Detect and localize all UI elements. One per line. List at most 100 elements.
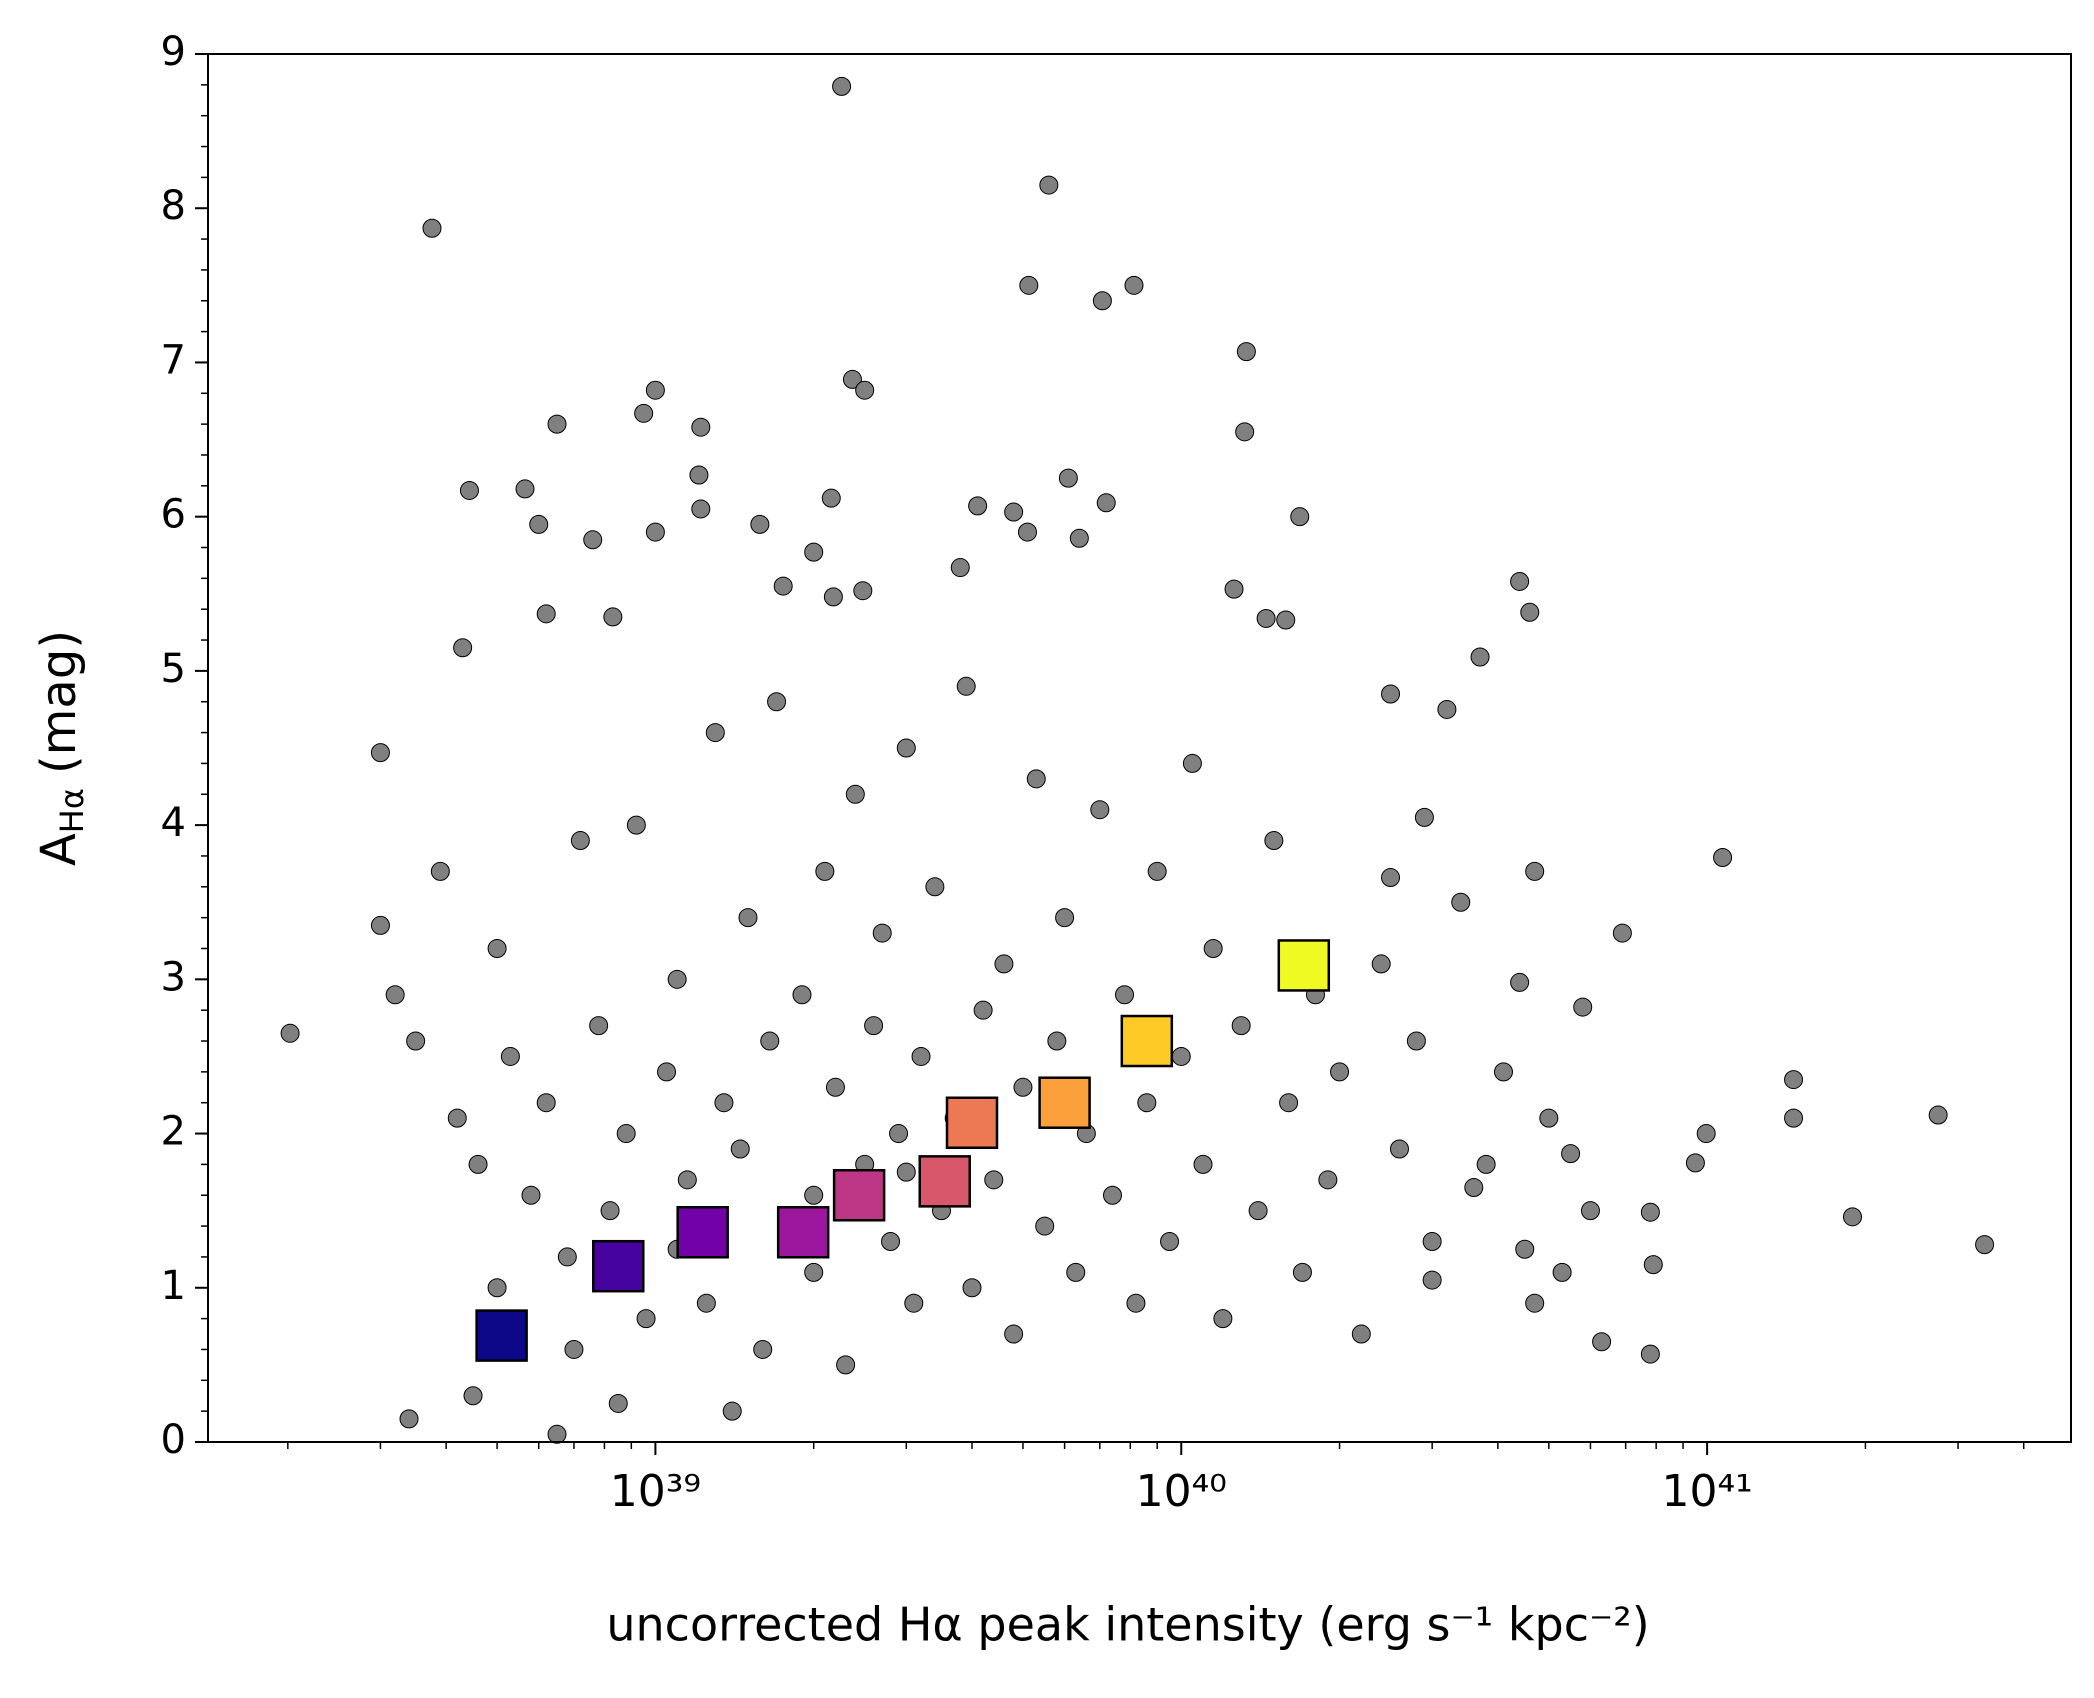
data-point: [1422, 1270, 1442, 1290]
data-point: [1019, 275, 1039, 295]
data-point: [815, 861, 835, 881]
data-point: [1026, 769, 1046, 789]
data-point: [1092, 291, 1112, 311]
data-point: [1520, 602, 1540, 622]
x-tick-label: 10³⁹: [610, 1466, 701, 1517]
data-point: [385, 985, 405, 1005]
data-point: [1640, 1344, 1660, 1364]
data-point: [1279, 1093, 1299, 1113]
data-point: [1640, 1202, 1660, 1222]
data-point: [1573, 997, 1593, 1017]
data-point: [1843, 1207, 1863, 1227]
data-point: [911, 1046, 931, 1066]
data-point: [1643, 1255, 1663, 1275]
data-point: [1515, 1239, 1535, 1259]
data-point: [468, 1154, 488, 1174]
data-point: [634, 403, 654, 423]
data-point: [645, 522, 665, 542]
bin-marker: [1277, 939, 1331, 992]
data-point: [1058, 468, 1078, 488]
data-point: [1160, 1232, 1180, 1252]
data-point: [564, 1339, 584, 1359]
data-point: [1389, 1139, 1409, 1159]
bin-marker: [832, 1168, 886, 1222]
data-point: [280, 1023, 300, 1043]
data-point: [1290, 507, 1310, 527]
data-point: [1476, 1154, 1496, 1174]
data-point: [1451, 892, 1471, 912]
data-point: [1975, 1235, 1995, 1255]
data-point: [1231, 1016, 1251, 1036]
data-point: [1510, 571, 1530, 591]
data-point: [1182, 753, 1202, 773]
data-point: [730, 1139, 750, 1159]
data-point: [1066, 1262, 1086, 1282]
data-point: [603, 607, 623, 627]
data-point: [1047, 1031, 1067, 1051]
data-point: [1525, 861, 1545, 881]
data-point: [1713, 847, 1733, 867]
data-point: [547, 414, 567, 434]
data-point: [1422, 1232, 1442, 1252]
data-point: [1351, 1324, 1371, 1344]
data-point: [677, 1170, 697, 1190]
data-point: [570, 831, 590, 851]
data-point: [853, 581, 873, 601]
data-point: [459, 480, 479, 500]
bin-marker: [945, 1096, 999, 1150]
data-point: [753, 1339, 773, 1359]
data-point: [896, 738, 916, 758]
data-point: [1090, 800, 1110, 820]
data-point: [626, 815, 646, 835]
data-point: [1493, 1062, 1513, 1082]
data-point: [1539, 1108, 1559, 1128]
data-point: [406, 1031, 426, 1051]
data-point: [1147, 861, 1167, 881]
data-point: [872, 923, 892, 943]
data-point: [1580, 1201, 1600, 1221]
data-point: [696, 1293, 716, 1313]
data-point: [1256, 608, 1276, 628]
data-point: [1055, 908, 1075, 928]
bin-marker: [592, 1239, 645, 1293]
data-point: [689, 465, 709, 485]
data-point: [904, 1293, 924, 1313]
data-point: [722, 1401, 742, 1421]
data-point: [864, 1016, 884, 1036]
data-point: [1069, 528, 1089, 548]
data-point: [608, 1393, 628, 1413]
data-point: [589, 1016, 609, 1036]
data-point: [767, 692, 787, 712]
y-label-sub: Hα: [53, 788, 91, 833]
y-axis-label: AHα (mag): [31, 630, 91, 866]
y-tick-label: 9: [161, 29, 186, 75]
data-point: [1696, 1124, 1716, 1144]
data-point: [705, 723, 725, 743]
data-point: [1525, 1293, 1545, 1313]
data-point: [950, 558, 970, 578]
y-label-unit: (mag): [31, 630, 87, 774]
data-point: [370, 743, 390, 763]
data-point: [616, 1124, 636, 1144]
data-point: [657, 1062, 677, 1082]
x-axis-label: uncorrected Hα peak intensity (erg s⁻¹ k…: [606, 1598, 1649, 1652]
plot-frame: [207, 53, 2072, 1443]
data-point: [1126, 1293, 1146, 1313]
bin-marker: [918, 1155, 971, 1208]
data-point: [521, 1185, 541, 1205]
data-point: [1039, 175, 1059, 195]
data-point: [645, 380, 665, 400]
y-tick-label: 7: [161, 337, 186, 383]
data-point: [773, 576, 793, 596]
data-point: [1276, 610, 1296, 630]
data-point: [825, 1077, 845, 1097]
data-point: [962, 1278, 982, 1298]
data-point: [1784, 1070, 1804, 1090]
data-point: [1035, 1216, 1055, 1236]
data-point: [738, 908, 758, 928]
data-point: [714, 1093, 734, 1113]
data-point: [1096, 493, 1116, 513]
data-point: [1470, 647, 1490, 667]
data-point: [925, 877, 945, 897]
